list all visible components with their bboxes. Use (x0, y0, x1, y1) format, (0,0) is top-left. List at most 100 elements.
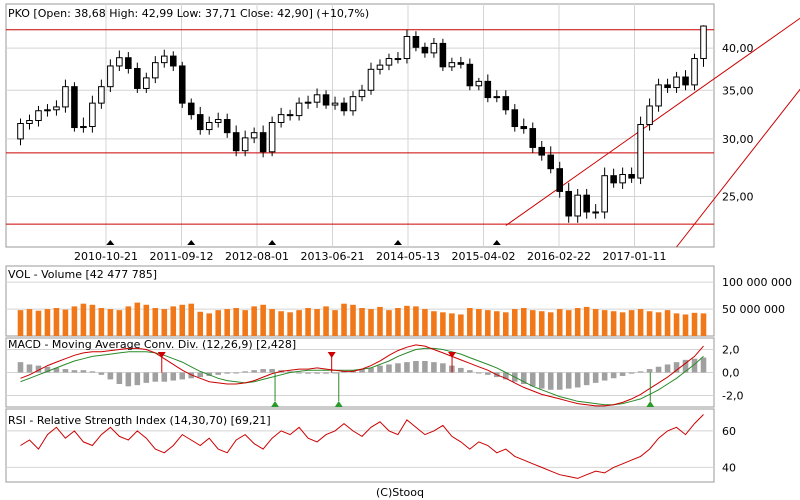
volume-bar (404, 305, 410, 336)
candle-body (331, 102, 339, 106)
volume-bar (440, 312, 446, 336)
volume-bar (98, 308, 105, 336)
macd-histogram-bar (610, 372, 617, 379)
macd-histogram-bar (422, 361, 428, 373)
rsi-line (20, 414, 704, 479)
volume-bar (646, 311, 653, 336)
candle-body (205, 122, 213, 131)
candle-body (277, 114, 285, 124)
macd-histogram-bar (556, 372, 563, 390)
candle-body (349, 96, 357, 112)
macd-histogram-bar (592, 372, 599, 383)
macd-histogram-bar (161, 372, 168, 382)
macd-histogram-bar (125, 372, 132, 387)
macd-histogram-bar (17, 362, 24, 373)
candle-body (430, 42, 438, 54)
candle-body (358, 89, 366, 98)
macd-histogram-bar (368, 367, 374, 373)
date-tick-label: 2015-04-02 (452, 250, 516, 263)
panel-border (5, 408, 715, 483)
macd-histogram-bar (233, 372, 239, 374)
volume-bar (197, 311, 204, 336)
macd-histogram-bar (404, 362, 410, 373)
volume-bar (485, 310, 491, 336)
buy-signal-marker (271, 401, 280, 407)
candle-body (655, 84, 662, 107)
candle-body (646, 105, 653, 126)
macd-histogram-bar (583, 372, 590, 386)
volume-bar (206, 313, 213, 336)
macd-histogram-bar (251, 370, 257, 373)
macd-histogram-bar (89, 371, 96, 373)
copyright-footer: (C)Stooq (376, 486, 424, 499)
volume-bar (287, 312, 293, 336)
volume-bar (520, 308, 527, 336)
candle-body (340, 102, 348, 112)
candle-body (394, 58, 402, 61)
volume-bar (341, 303, 347, 336)
volume-bar (467, 308, 473, 336)
macd-histogram-bar (485, 372, 491, 375)
volume-bar (17, 310, 24, 336)
volume-bar (556, 309, 563, 336)
volume-bar (260, 304, 266, 336)
volume-bar (691, 312, 698, 336)
candle-body (223, 119, 231, 134)
rsi-tick-label: 60 (722, 425, 736, 438)
candle-body (107, 65, 114, 88)
volume-bar (673, 313, 680, 336)
macd-histogram-bar (574, 372, 581, 388)
volume-bar (323, 306, 329, 336)
volume-bar (53, 308, 60, 336)
macd-histogram-bar (476, 372, 482, 374)
candle-body (125, 57, 132, 69)
volume-bar (413, 306, 419, 336)
macd-histogram-bar (305, 372, 311, 374)
candle-body (214, 119, 222, 124)
date-tick-label: 2013-06-21 (301, 250, 365, 263)
macd-panel: 2,0 0,0 -2,0 (5, 337, 743, 408)
volume-bar (116, 310, 123, 336)
volume-bar (574, 308, 581, 336)
macd-histogram-bar (287, 371, 293, 373)
volume-bar (44, 309, 51, 336)
volume-bar (547, 312, 554, 336)
buy-signal-marker (646, 401, 655, 407)
volume-bar (107, 309, 114, 336)
volume-bar (511, 309, 518, 336)
candle-body (637, 124, 644, 179)
volume-bar (143, 304, 150, 336)
candle-body (250, 132, 258, 139)
macd-histogram-bar (565, 372, 572, 389)
candle-body (475, 80, 483, 87)
price-panel-title: PKO [Open: 38,68 High: 42,99 Low: 37,71 … (8, 7, 369, 20)
volume-bar (251, 306, 257, 336)
volume-bar (565, 310, 572, 336)
candle-body (62, 86, 69, 108)
macd-histogram-bar (116, 372, 123, 384)
macd-histogram-bar (458, 367, 464, 373)
volume-bar (395, 308, 401, 336)
event-marker (492, 240, 501, 245)
macd-histogram-bar (152, 372, 159, 382)
candle-body (367, 68, 375, 91)
macd-histogram-bar (646, 369, 653, 373)
macd-histogram-bar (440, 363, 446, 373)
macd-histogram-bar (44, 366, 51, 373)
macd-histogram-bar (619, 372, 626, 376)
macd-histogram-bar (691, 358, 698, 373)
rsi-panel-title: RSI - Relative Strength Index (14,30,70)… (8, 414, 271, 427)
candle-body (502, 96, 510, 111)
volume-bar (224, 309, 230, 336)
macd-histogram-bar (53, 367, 60, 373)
candle-body (196, 114, 204, 131)
candle-body (268, 122, 276, 153)
candle-body (691, 58, 698, 86)
candle-body (538, 146, 546, 156)
volume-panel-title: VOL - Volume [42 477 785] (8, 268, 157, 281)
macd-histogram-bar (655, 366, 662, 373)
volume-bar (242, 310, 248, 336)
candle-body (169, 55, 177, 67)
trend-channel-line (676, 88, 800, 248)
macd-histogram-bar (107, 372, 114, 380)
